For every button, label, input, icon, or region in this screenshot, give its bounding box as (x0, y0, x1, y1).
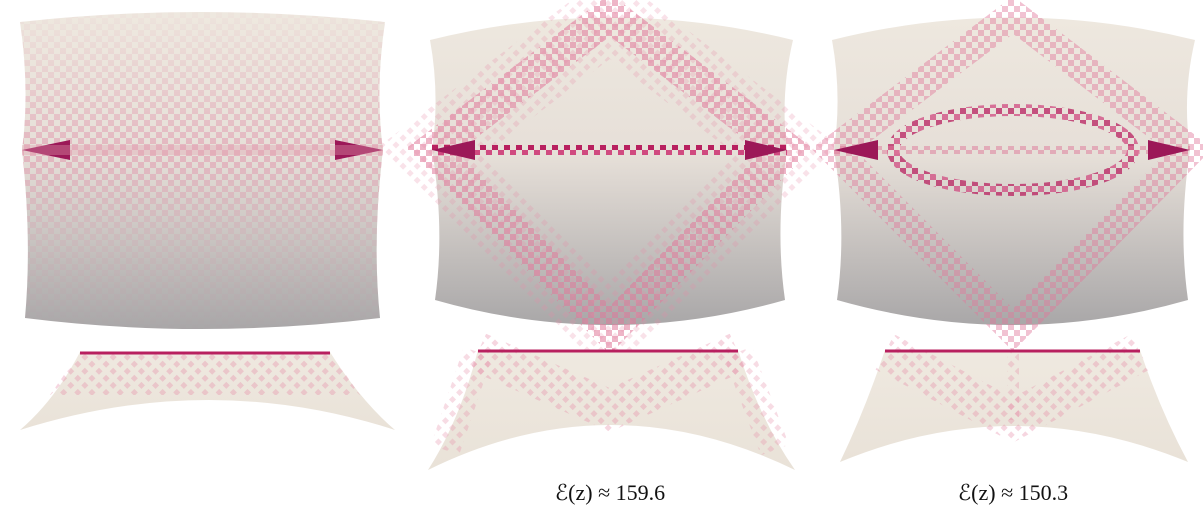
pattern (50, 352, 360, 395)
panel-3-top (832, 15, 1195, 330)
panel-1-top (20, 12, 385, 329)
surface (832, 18, 1195, 326)
panel-1-bottom (20, 352, 395, 430)
page: ℰ(z) ≈ 159.6 ℰ(z) ≈ 150.3 (() => { const… (0, 0, 1203, 521)
figure: ℰ(z) ≈ 159.6 ℰ(z) ≈ 150.3 (0, 0, 1203, 521)
pattern (20, 12, 385, 329)
panel-3-bottom (840, 350, 1188, 462)
caption: ℰ(z) ≈ 150.3 (958, 480, 1068, 505)
panel-2-top (430, 15, 793, 330)
caption: ℰ(z) ≈ 159.6 (555, 480, 665, 505)
panel-2-bottom (428, 350, 795, 470)
